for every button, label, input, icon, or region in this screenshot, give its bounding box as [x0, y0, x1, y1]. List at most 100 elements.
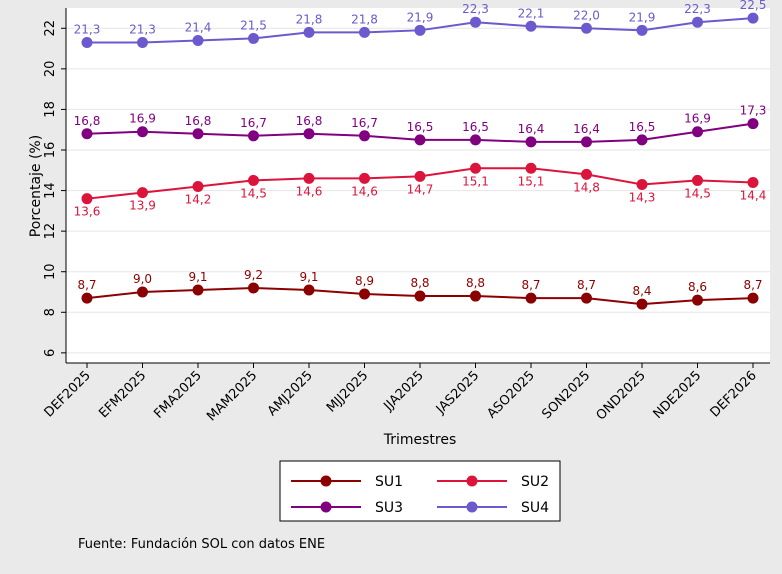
data-point [581, 168, 592, 180]
data-point [525, 136, 537, 148]
data-label: 14,6 [351, 184, 378, 198]
data-labels-su1: 8,7 9,0 9,1 9,2 9,1 8,9 8,8 8,8 8,7 8,7 8,4 8,6 8,7 [77, 268, 762, 298]
data-point [470, 134, 481, 146]
y-tick-label: 6 [43, 349, 58, 357]
data-label: 16,5 [629, 120, 656, 134]
data-point [636, 298, 648, 310]
data-label: 14,4 [740, 188, 767, 202]
data-point [525, 292, 537, 304]
data-label: 21,8 [351, 12, 378, 26]
data-point [137, 126, 148, 138]
series-su4 [81, 12, 759, 48]
data-label: 22,1 [518, 6, 545, 20]
data-point [303, 172, 315, 184]
data-point [692, 174, 703, 186]
data-label: 22,3 [684, 2, 711, 16]
data-label: 16,8 [185, 114, 212, 128]
data-point [359, 26, 370, 38]
data-point [81, 36, 93, 48]
data-point [636, 134, 648, 146]
data-point [581, 22, 592, 34]
series-su1 [81, 282, 759, 310]
data-point [692, 294, 703, 306]
y-tick-label: 18 [43, 101, 58, 118]
data-point [470, 16, 481, 28]
data-labels-su3: 16,8 16,9 16,8 16,7 16,8 16,7 16,5 16,5 16,4 16,4… [74, 104, 767, 136]
data-label: 16,9 [684, 112, 711, 126]
data-label: 8,6 [688, 280, 707, 294]
data-point [525, 20, 537, 32]
data-point [303, 284, 315, 296]
data-label: 14,2 [185, 193, 212, 207]
data-label: 22,5 [740, 0, 767, 12]
data-point [414, 134, 426, 146]
y-tick-label: 22 [43, 20, 58, 37]
data-point [747, 12, 759, 24]
data-label: 8,7 [743, 278, 762, 292]
y-tick-label: 14 [43, 182, 58, 199]
data-point [636, 178, 648, 190]
y-tick-label: 20 [43, 61, 58, 78]
data-label: 22,3 [462, 2, 489, 16]
data-label: 14,5 [684, 186, 711, 200]
legend-marker [320, 501, 332, 513]
data-point [359, 130, 370, 142]
data-point [747, 292, 759, 304]
data-labels-su4: 21,3 21,3 21,4 21,5 21,8 21,8 21,9 22,3 22,1 22,0… [74, 0, 767, 36]
legend-item-su4: SU4 [437, 500, 549, 516]
data-point [581, 292, 592, 304]
data-label: 14,5 [240, 186, 267, 200]
data-label: 8,7 [577, 278, 596, 292]
data-label: 16,7 [351, 116, 378, 130]
legend-marker [466, 475, 478, 487]
data-point [359, 288, 370, 300]
series-su2 [81, 162, 759, 205]
data-point [192, 34, 204, 46]
data-point [81, 193, 93, 205]
data-point [414, 24, 426, 36]
source-note: Fuente: Fundación SOL con datos ENE [78, 537, 325, 552]
data-label: 14,6 [296, 184, 323, 198]
legend-label: SU2 [521, 474, 549, 490]
y-tick-label: 8 [43, 308, 58, 316]
data-point [525, 162, 537, 174]
data-label: 17,3 [740, 104, 767, 118]
data-point [81, 292, 93, 304]
data-label: 16,4 [573, 122, 600, 136]
legend-label: SU3 [375, 500, 403, 516]
data-point [192, 181, 204, 193]
legend-label: SU1 [375, 474, 403, 490]
data-label: 21,9 [629, 10, 656, 24]
data-point [747, 176, 759, 188]
data-label: 21,3 [74, 22, 101, 36]
data-point [192, 284, 204, 296]
data-point [303, 128, 315, 140]
data-label: 21,5 [240, 18, 267, 32]
data-point [303, 26, 315, 38]
data-point [581, 136, 592, 148]
data-point [692, 16, 703, 28]
data-label: 21,9 [407, 10, 434, 24]
series-su3 [81, 118, 759, 148]
legend-label: SU4 [521, 500, 549, 516]
data-label: 14,3 [629, 190, 656, 204]
data-point [747, 118, 759, 130]
data-point [137, 286, 148, 298]
data-label: 16,8 [74, 114, 101, 128]
data-label: 21,3 [129, 22, 156, 36]
y-axis-title: Porcentaje (%) [28, 135, 44, 237]
data-label: 21,4 [185, 20, 212, 34]
data-point [359, 172, 370, 184]
data-point [248, 282, 259, 294]
data-label: 8,8 [410, 276, 429, 290]
series-layer: 8,7 9,0 9,1 9,2 9,1 8,9 8,8 8,8 8,7 8,7 8,4 8,6 8,7 1… [74, 0, 767, 310]
data-label: 8,8 [466, 276, 485, 290]
legend-marker [466, 501, 478, 513]
data-label: 16,9 [129, 112, 156, 126]
data-point [470, 290, 481, 302]
data-point [137, 36, 148, 48]
data-label: 16,4 [518, 122, 545, 136]
data-label: 9,1 [188, 270, 207, 284]
y-tick-label: 10 [43, 263, 58, 280]
